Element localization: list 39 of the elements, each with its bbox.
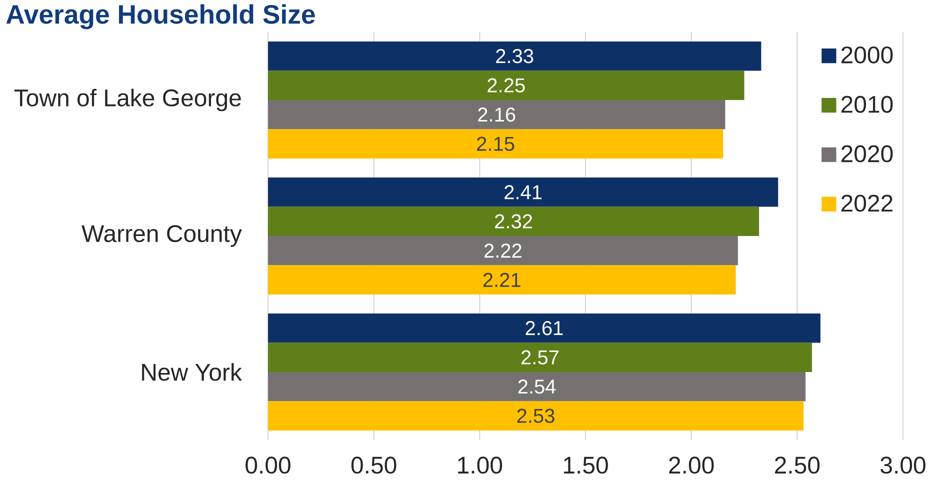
- data-label: 2.57: [522, 350, 558, 364]
- x-tick-label: 2.00: [669, 456, 714, 474]
- x-tick-label: 1.00: [458, 456, 502, 474]
- legend-label: 2000: [841, 46, 893, 64]
- data-label: 2.33: [496, 49, 534, 64]
- data-label: 2.15: [477, 136, 514, 151]
- data-label: 2.54: [518, 380, 556, 394]
- legend-label: 2020: [841, 145, 893, 162]
- bar: [268, 342, 812, 372]
- x-tick-label: 1.50: [564, 456, 608, 474]
- bar: [268, 100, 726, 130]
- y-tick-label: Town of Lake George: [14, 88, 241, 112]
- x-tick-label: 2.50: [775, 456, 820, 474]
- data-label: 2.21: [483, 272, 520, 287]
- x-tick-label: 3.00: [880, 456, 926, 474]
- data-label: 2.41: [504, 185, 542, 200]
- data-label: 2.25: [488, 78, 525, 92]
- data-label: 2.16: [478, 108, 516, 122]
- bar: [268, 401, 804, 430]
- bar: [268, 42, 762, 71]
- x-tick-label: 0.00: [246, 456, 290, 474]
- y-tick-label: Warren County: [82, 225, 242, 247]
- bar: [268, 70, 744, 100]
- data-label: 2.22: [484, 244, 522, 258]
- bar: [268, 236, 738, 266]
- bar: [268, 206, 760, 236]
- legend-label: 2010: [841, 96, 893, 113]
- bar: [268, 314, 820, 343]
- x-tick-label: 0.50: [351, 456, 396, 474]
- bar: [268, 129, 724, 158]
- data-label: 2.32: [495, 214, 532, 228]
- data-label: 2.53: [517, 408, 554, 423]
- bar: [268, 372, 806, 402]
- bar: [268, 178, 778, 207]
- y-tick-label: New York: [142, 363, 242, 381]
- bar: [268, 265, 736, 294]
- chart-title: Average Household Size: [6, 4, 315, 30]
- legend-label: 2022: [841, 194, 892, 212]
- data-label: 2.61: [526, 321, 563, 336]
